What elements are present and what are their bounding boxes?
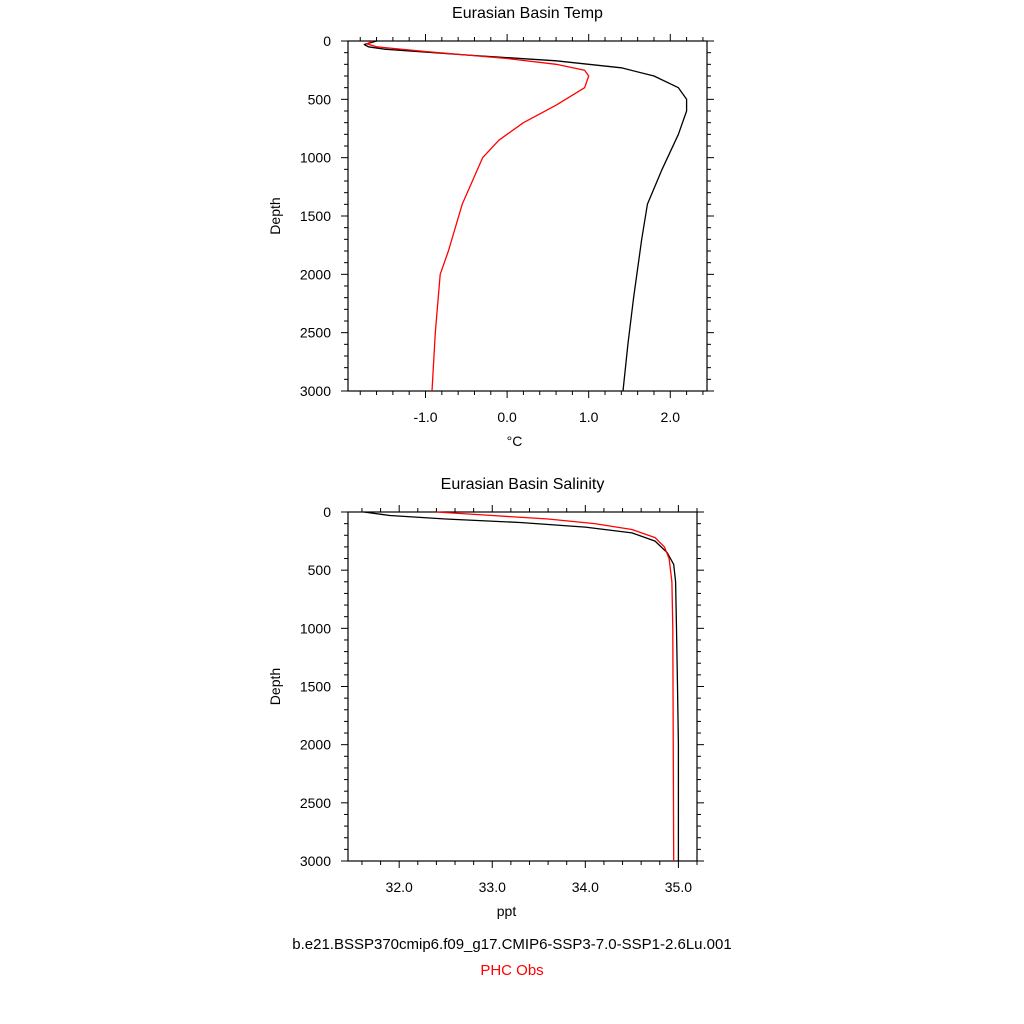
model-series-line: [363, 511, 680, 861]
chart-title: Eurasian Basin Salinity: [441, 476, 605, 493]
plot-frame: [347, 40, 708, 392]
x-tick-label: 1.0: [579, 409, 599, 425]
x-tick-label: 33.0: [479, 879, 506, 895]
obs-series-line: [366, 40, 590, 392]
x-axis-label: °C: [507, 433, 523, 449]
y-axis-label: Depth: [267, 197, 283, 234]
chart-title: Eurasian Basin Temp: [452, 5, 603, 22]
y-axis-label: Depth: [267, 668, 283, 705]
y-tick-label: 1000: [300, 150, 331, 166]
plot-frame: [347, 511, 698, 862]
temperature-chart: Eurasian Basin Temp 0 500 1000 1500 2000 2500 3…: [267, 5, 714, 449]
model-series-line: [363, 40, 688, 392]
y-tick-label: 3000: [300, 853, 331, 869]
y-tick-label: 2000: [300, 266, 331, 282]
x-tick-label: 2.0: [661, 409, 681, 425]
y-tick-label: 2000: [300, 737, 331, 753]
x-tick-label: 32.0: [386, 879, 413, 895]
salinity-chart: Eurasian Basin Salinity 0 500 1000 1500 2000 2…: [267, 476, 704, 919]
legend-obs-label: PHC Obs: [480, 962, 544, 979]
legend-model-label: b.e21.BSSP370cmip6.f09_g17.CMIP6-SSP3-7.…: [292, 936, 732, 953]
y-tick-label: 500: [308, 91, 332, 107]
y-tick-label: 2500: [300, 325, 331, 341]
y-tick-label: 2500: [300, 795, 331, 811]
obs-series-line: [436, 511, 675, 862]
x-tick-label: 0.0: [497, 409, 517, 425]
x-tick-label: 34.0: [572, 879, 599, 895]
y-tick-label: 0: [323, 504, 331, 520]
y-tick-label: 1000: [300, 620, 331, 636]
x-tick-label: -1.0: [413, 409, 437, 425]
x-tick-label: 35.0: [665, 879, 692, 895]
y-tick-label: 1500: [300, 679, 331, 695]
y-tick-label: 0: [323, 33, 331, 49]
y-tick-label: 1500: [300, 208, 331, 224]
x-axis-label: ppt: [497, 903, 517, 919]
y-tick-label: 3000: [300, 383, 331, 399]
y-tick-label: 500: [308, 562, 332, 578]
